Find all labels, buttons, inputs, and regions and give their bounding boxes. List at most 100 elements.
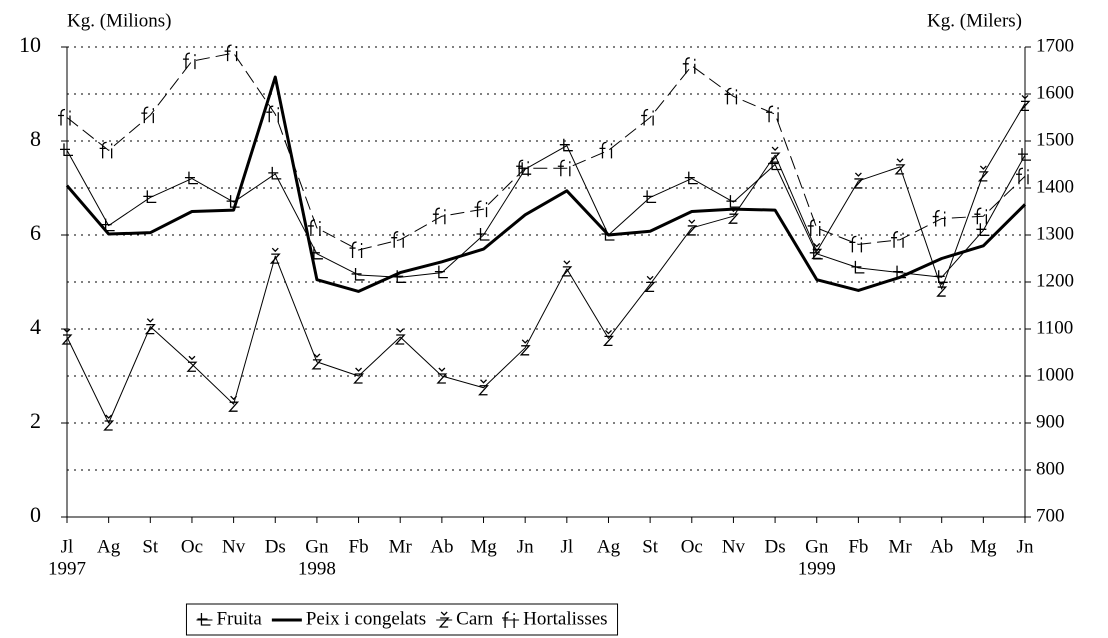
data-marker bbox=[686, 219, 698, 236]
data-marker bbox=[61, 328, 73, 345]
data-marker bbox=[934, 270, 948, 283]
y2-tick-label: 1600 bbox=[1036, 82, 1074, 103]
legend: Fruita Peix i congelats Carn Hortalisses bbox=[185, 603, 619, 636]
legend-marker bbox=[438, 611, 450, 628]
data-marker bbox=[436, 367, 448, 384]
data-marker bbox=[849, 235, 863, 253]
data-marker bbox=[58, 108, 71, 126]
x-tick-label: Mr bbox=[888, 536, 912, 557]
x-tick-label: Oc bbox=[181, 536, 203, 557]
data-marker bbox=[1016, 167, 1029, 185]
y-axis-title: Kg. (Milions) bbox=[67, 10, 172, 31]
x-tick-label: Ab bbox=[930, 536, 953, 557]
data-marker bbox=[603, 329, 614, 347]
data-marker bbox=[561, 260, 573, 277]
x-tick-label: Fb bbox=[349, 536, 369, 557]
data-marker bbox=[891, 231, 904, 248]
y2-tick-label: 1400 bbox=[1036, 176, 1074, 197]
data-marker bbox=[809, 246, 823, 260]
x-tick-label: Ag bbox=[597, 536, 621, 557]
data-marker bbox=[353, 367, 365, 384]
y2-tick-label: 800 bbox=[1036, 458, 1065, 479]
x-tick-label: Ds bbox=[265, 536, 286, 557]
data-marker bbox=[936, 280, 948, 297]
data-marker bbox=[724, 87, 738, 105]
data-marker bbox=[228, 395, 240, 412]
y-tick-label: 6 bbox=[30, 220, 41, 245]
data-marker bbox=[644, 275, 656, 293]
y2-tick-label: 1000 bbox=[1036, 364, 1074, 385]
series-line bbox=[66, 52, 1026, 251]
data-marker bbox=[559, 138, 573, 152]
y2-tick-label: 700 bbox=[1036, 505, 1065, 526]
data-marker bbox=[269, 247, 281, 264]
x-year-label: 1998 bbox=[298, 558, 336, 579]
y-tick-label: 0 bbox=[30, 502, 41, 527]
series-line bbox=[66, 103, 1026, 424]
data-marker bbox=[434, 265, 448, 279]
legend-label: Peix i congelats bbox=[306, 608, 426, 629]
data-marker bbox=[432, 207, 446, 225]
series-line bbox=[65, 75, 1027, 293]
data-marker bbox=[186, 355, 198, 372]
data-marker bbox=[852, 172, 864, 189]
y-tick-label: 10 bbox=[19, 32, 41, 57]
x-tick-label: Mg bbox=[470, 536, 497, 557]
data-marker bbox=[851, 260, 865, 274]
x-year-label: 1999 bbox=[798, 558, 836, 579]
data-marker bbox=[476, 228, 490, 241]
y2-axis-title: Kg. (Milers) bbox=[927, 10, 1022, 31]
data-marker bbox=[811, 242, 823, 260]
y2-tick-label: 1100 bbox=[1036, 317, 1073, 338]
data-marker bbox=[103, 414, 115, 431]
x-tick-label: St bbox=[642, 536, 659, 557]
data-marker bbox=[268, 166, 282, 180]
y2-tick-label: 900 bbox=[1036, 411, 1065, 432]
x-tick-label: Mg bbox=[970, 536, 997, 557]
data-marker bbox=[351, 267, 365, 281]
data-marker bbox=[976, 223, 990, 236]
data-marker bbox=[144, 318, 156, 335]
y2-tick-label: 1500 bbox=[1036, 129, 1074, 150]
y-tick-label: 2 bbox=[30, 408, 41, 433]
x-tick-label: Gn bbox=[305, 536, 329, 557]
data-marker bbox=[974, 207, 987, 225]
x-tick-label: Ds bbox=[765, 536, 786, 557]
x-tick-label: Jl bbox=[61, 536, 74, 557]
data-marker bbox=[643, 190, 657, 204]
legend-marker bbox=[197, 613, 211, 626]
data-marker bbox=[894, 158, 906, 175]
data-marker bbox=[141, 106, 154, 124]
data-marker bbox=[807, 219, 821, 236]
x-tick-label: Ag bbox=[97, 536, 121, 557]
x-tick-label: Jn bbox=[1017, 536, 1034, 557]
x-tick-label: Jl bbox=[560, 536, 573, 557]
data-marker bbox=[184, 171, 198, 185]
data-marker bbox=[684, 171, 698, 185]
data-marker bbox=[307, 219, 321, 236]
legend-label: Hortalisses bbox=[523, 608, 607, 629]
legend-marker bbox=[502, 611, 515, 628]
data-marker bbox=[1019, 94, 1031, 112]
data-marker bbox=[932, 209, 946, 227]
data-marker bbox=[519, 339, 531, 356]
data-marker bbox=[394, 328, 406, 345]
data-marker bbox=[769, 146, 781, 163]
y2-tick-label: 1300 bbox=[1036, 223, 1074, 244]
data-marker bbox=[60, 143, 73, 157]
data-marker bbox=[557, 159, 571, 177]
data-marker bbox=[182, 52, 196, 70]
data-marker bbox=[766, 105, 779, 123]
x-tick-label: Nv bbox=[722, 536, 746, 557]
y-tick-label: 4 bbox=[30, 314, 41, 339]
x-year-label: 1997 bbox=[48, 558, 86, 579]
x-tick-label: St bbox=[142, 536, 159, 557]
y2-tick-label: 1700 bbox=[1036, 35, 1074, 56]
data-marker bbox=[726, 195, 740, 208]
x-tick-label: Ab bbox=[430, 536, 453, 557]
legend-label: Carn bbox=[456, 608, 493, 629]
data-marker bbox=[478, 379, 489, 396]
data-marker bbox=[682, 57, 696, 74]
y2-tick-label: 1200 bbox=[1036, 270, 1074, 291]
